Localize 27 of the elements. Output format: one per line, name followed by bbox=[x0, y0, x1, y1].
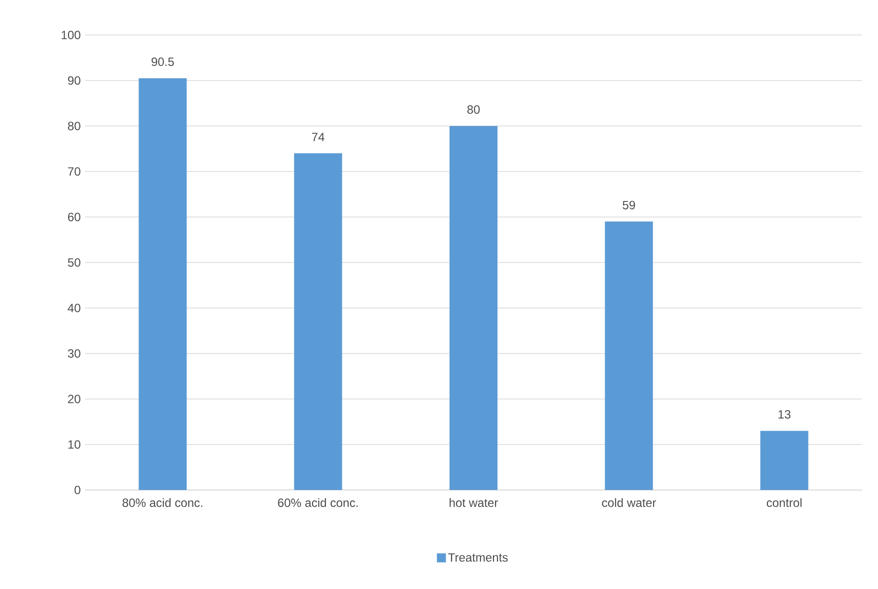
y-tick-label: 40 bbox=[68, 304, 80, 312]
x-tick-label: 60% acid conc. bbox=[278, 498, 358, 508]
y-tick-label: 10 bbox=[68, 440, 80, 449]
bar bbox=[294, 153, 342, 490]
x-tick-label: 80% acid conc. bbox=[122, 498, 202, 508]
bar bbox=[138, 78, 187, 490]
y-tick-label: 50 bbox=[68, 258, 80, 267]
bar bbox=[450, 126, 498, 490]
x-tick-label: hot water bbox=[450, 498, 498, 508]
data-label: 74 bbox=[312, 132, 324, 142]
data-label: 80 bbox=[467, 105, 480, 114]
y-tick-label: 20 bbox=[68, 394, 80, 404]
bar bbox=[604, 222, 653, 490]
y-tick-label: 0 bbox=[74, 486, 80, 494]
data-label: 13 bbox=[778, 410, 790, 419]
x-tick-label: control bbox=[766, 498, 802, 508]
x-tick-label: cold water bbox=[602, 498, 656, 508]
data-label: 90.5 bbox=[152, 58, 174, 66]
y-tick-label: 70 bbox=[68, 167, 80, 176]
y-tick-label: 90 bbox=[68, 76, 80, 85]
y-tick-label: 30 bbox=[68, 349, 80, 358]
y-tick-label: 100 bbox=[62, 30, 80, 40]
y-tick-label: 60 bbox=[68, 212, 80, 222]
data-label: 59 bbox=[622, 200, 636, 210]
y-tick-label: 80 bbox=[68, 122, 80, 130]
legend-label: Treatments bbox=[448, 553, 508, 562]
bar bbox=[760, 430, 808, 490]
